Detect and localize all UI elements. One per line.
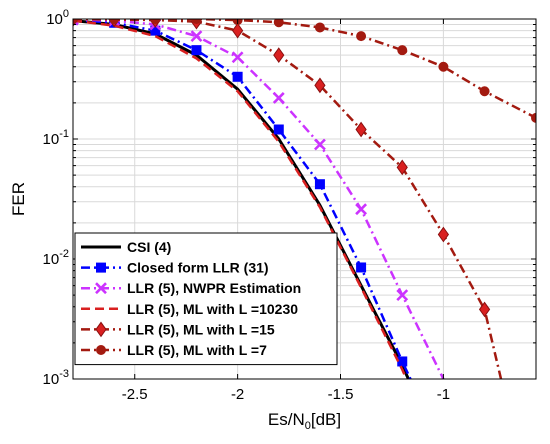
data-point: [396, 159, 408, 176]
data-point: [478, 301, 491, 318]
legend-item: LLR (5), NWPR Estimation: [81, 280, 301, 296]
data-point: [191, 45, 202, 56]
legend-marker: [95, 282, 107, 295]
legend-item: CSI (4): [81, 239, 171, 255]
plot-frame: [72, 18, 537, 380]
legend-label: LLR (5), NWPR Estimation: [127, 280, 301, 296]
svg-text:Es/N0[dB]: Es/N0[dB]: [268, 410, 341, 432]
data-point: [273, 19, 284, 28]
data-point: [396, 289, 409, 302]
data-point: [479, 86, 490, 97]
data-point: [232, 71, 243, 82]
data-point: [273, 124, 284, 135]
ticks: -2.5 -2 -1.5 -1 100 10-1 10-2 10-3: [43, 8, 536, 403]
data-point: [356, 262, 367, 273]
legend-label: LLR (5), ML with L =7: [127, 342, 267, 358]
legend-item: LLR (5), ML with L =7: [81, 342, 267, 358]
legend-item: LLR (5), ML with L =10230: [81, 301, 298, 317]
legend-label: LLR (5), ML with L =10230: [127, 301, 298, 317]
data-point: [150, 19, 161, 24]
data-point: [190, 30, 203, 43]
y-tick-label: 10-2: [43, 248, 69, 268]
data-point: [314, 77, 326, 94]
data-point: [355, 121, 367, 138]
legend-label: LLR (5), ML with L =15: [127, 321, 275, 337]
data-point: [314, 138, 326, 151]
legend-marker: [95, 321, 107, 338]
legend-marker: [96, 345, 106, 355]
data-point: [355, 203, 368, 216]
data-point: [272, 91, 285, 104]
series-line: [73, 19, 536, 119]
data-point: [73, 19, 78, 24]
x-tick-label: -1: [437, 386, 450, 403]
data-point: [109, 19, 120, 24]
legend: CSI (4) Closed form LLR (31) LLR (5), NWPR…: [74, 232, 338, 366]
y-tick-label: 10-1: [43, 128, 69, 148]
data-point: [73, 19, 79, 26]
data-point: [397, 356, 408, 367]
data-point: [231, 51, 244, 64]
series-line: [73, 19, 408, 379]
data-point: [191, 19, 202, 24]
x-tick-label: -2: [231, 386, 244, 403]
legend-label: CSI (4): [127, 239, 171, 255]
legend-label: Closed form LLR (31): [127, 260, 269, 276]
data-point: [356, 31, 367, 42]
y-axis-title: FER: [9, 182, 28, 216]
data-point: [314, 22, 325, 33]
data-point: [438, 61, 449, 72]
y-tick-label: 100: [46, 8, 69, 28]
data-point: [397, 45, 408, 56]
data-point: [232, 22, 244, 39]
x-axis-title: Es/N0[dB]: [268, 410, 341, 432]
legend-item: Closed form LLR (31): [81, 260, 269, 276]
y-tick-label: 10-3: [43, 368, 69, 388]
series-line: [73, 19, 412, 379]
series-1: [73, 19, 410, 379]
data-point: [314, 179, 325, 190]
series-line: [73, 19, 410, 379]
legend-item: LLR (5), ML with L =15: [81, 321, 275, 337]
series-4: [73, 19, 408, 379]
x-tick-label: -1.5: [328, 386, 354, 403]
series-6: [73, 19, 536, 123]
data-point: [273, 47, 285, 63]
data-point: [531, 112, 536, 123]
data-point: [437, 226, 450, 243]
x-tick-label: -2.5: [122, 386, 148, 403]
legend-box: [74, 232, 338, 366]
legend-marker: [96, 262, 106, 273]
